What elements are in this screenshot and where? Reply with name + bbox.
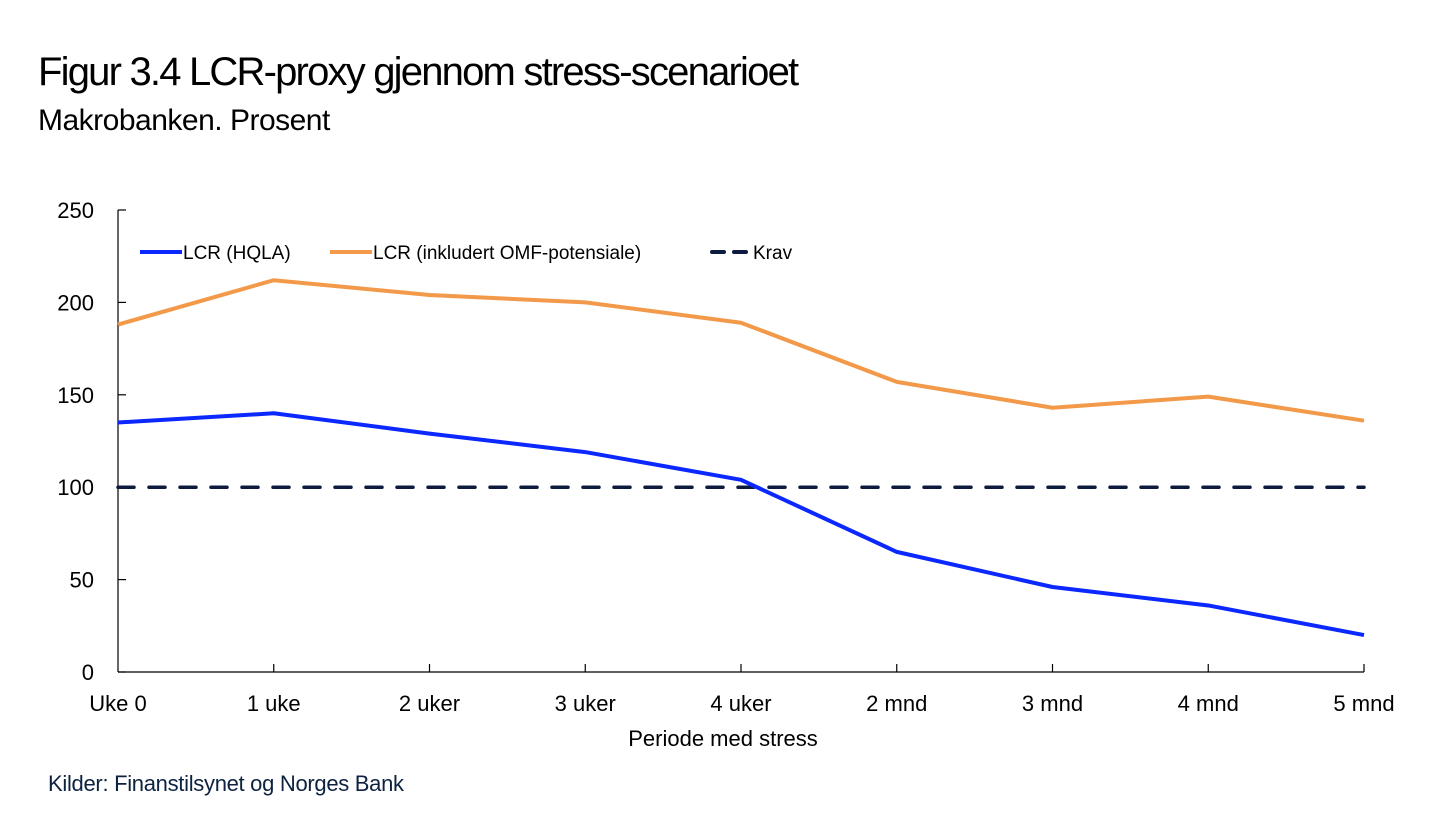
legend-item: LCR (inkludert OMF-potensiale)	[330, 243, 641, 264]
legend-label: LCR (inkludert OMF-potensiale)	[373, 243, 641, 264]
chart-subtitle: Makrobanken. Prosent	[38, 104, 330, 137]
y-tick-label: 50	[70, 568, 94, 593]
x-tick-label: 5 mnd	[1333, 691, 1394, 716]
y-tick-label: 100	[57, 475, 94, 500]
x-tick-label: 3 uker	[555, 691, 616, 716]
x-tick-label: 2 mnd	[866, 691, 927, 716]
axes: 0 50 100 150 200 250 Uke 0 1 uke 2 uker 3 uker 4 u…	[57, 198, 1394, 716]
x-tick-label: 2 uker	[399, 691, 460, 716]
x-axis-title: Periode med stress	[628, 726, 818, 751]
y-tick-label: 200	[57, 290, 94, 315]
chart-title: Figur 3.4 LCR-proxy gjennom stress-scena…	[38, 50, 799, 94]
x-tick-label: 4 mnd	[1178, 691, 1239, 716]
x-tick-label: 1 uke	[247, 691, 301, 716]
legend-label: LCR (HQLA)	[183, 243, 291, 264]
x-tick-label: 3 mnd	[1022, 691, 1083, 716]
x-tick-label: 4 uker	[710, 691, 771, 716]
legend: LCR (HQLA) LCR (inkludert OMF-potensiale)…	[140, 243, 793, 264]
x-tick-label: Uke 0	[89, 691, 146, 716]
series-line-lcr-hqla	[117, 411, 1365, 638]
legend-item: LCR (HQLA)	[140, 243, 291, 264]
source-note: Kilder: Finanstilsynet og Norges Bank	[48, 771, 404, 796]
y-tick-label: 150	[57, 383, 94, 408]
series-layer	[116, 278, 1366, 638]
y-tick-label: 0	[82, 660, 94, 685]
y-tick-label: 250	[57, 198, 94, 223]
series-line-lcr-inkludert-omf-potensiale	[117, 278, 1365, 423]
legend-item: Krav	[710, 243, 793, 264]
legend-label: Krav	[753, 243, 793, 264]
